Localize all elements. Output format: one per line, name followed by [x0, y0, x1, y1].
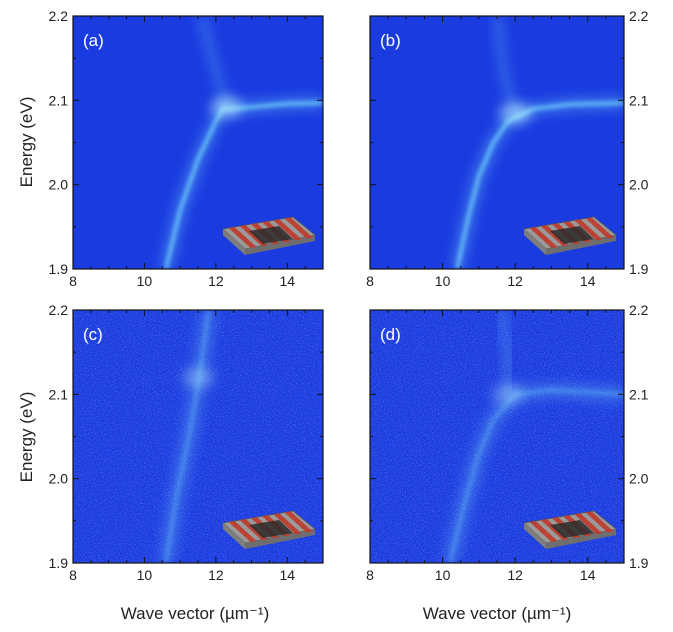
upper-branch	[496, 310, 512, 395]
y-tick-label: 1.9	[629, 261, 649, 277]
y-tick-label: 2.1	[629, 386, 649, 402]
x-tick-label: 10	[137, 273, 153, 289]
x-tick-label: 12	[507, 273, 523, 289]
y-tick-label: 2.0	[49, 471, 69, 487]
y-tick-label: 2.1	[49, 92, 69, 108]
x-tick-label: 8	[366, 273, 374, 289]
mode-line	[455, 101, 624, 269]
x-axis-title-left: Wave vector (µm⁻¹)	[121, 604, 269, 623]
panel-label: (d)	[380, 325, 401, 344]
upper-branch	[197, 16, 231, 109]
x-tick-label: 14	[279, 567, 295, 583]
y-axis-title-bottom: Energy (eV)	[17, 392, 36, 483]
y-tick-label: 2.2	[629, 302, 649, 318]
x-axis-title-right: Wave vector (µm⁻¹)	[423, 604, 571, 623]
x-tick-label: 8	[69, 567, 77, 583]
y-tick-label: 2.0	[49, 177, 69, 193]
y-tick-label: 2.1	[49, 386, 69, 402]
x-tick-label: 12	[208, 567, 224, 583]
sample-inset-icon	[222, 510, 316, 549]
x-tick-label: 14	[580, 567, 596, 583]
x-tick-label: 10	[435, 273, 451, 289]
upper-branch	[493, 16, 519, 115]
mode-line	[164, 310, 211, 563]
plot-area	[73, 16, 323, 269]
panel-label: (b)	[380, 31, 401, 50]
x-tick-label: 10	[435, 567, 451, 583]
x-tick-label: 12	[507, 567, 523, 583]
y-tick-label: 2.0	[629, 177, 649, 193]
y-tick-label: 2.0	[629, 471, 649, 487]
x-tick-label: 10	[137, 567, 153, 583]
bright-spot	[182, 367, 214, 388]
y-tick-label: 1.9	[49, 555, 69, 571]
x-tick-label: 12	[208, 273, 224, 289]
sample-inset-icon	[523, 216, 617, 255]
plot-area	[73, 310, 323, 563]
sample-inset-icon	[523, 510, 617, 549]
bright-spot	[499, 102, 532, 123]
x-tick-label: 14	[279, 273, 295, 289]
y-tick-label: 1.9	[49, 261, 69, 277]
bright-spot	[491, 384, 524, 405]
mode-line	[448, 388, 624, 563]
y-tick-label: 2.1	[629, 92, 649, 108]
panel-a: 8 10 12 14 1.9 2.0 2.1 2.2 (a)	[49, 8, 324, 289]
x-tick-label: 8	[366, 567, 374, 583]
panel-label: (a)	[83, 31, 104, 50]
plot-area	[370, 310, 624, 563]
panel-d: 8 10 12 14 1.9 2.0 2.1 2.2 (d)	[366, 302, 649, 583]
y-axis-title-top: Energy (eV)	[17, 97, 36, 188]
panel-label: (c)	[83, 325, 103, 344]
plot-area	[370, 16, 624, 269]
y-tick-label: 2.2	[49, 8, 69, 24]
y-tick-label: 2.2	[629, 8, 649, 24]
sample-inset-icon	[222, 216, 316, 255]
y-tick-label: 1.9	[629, 555, 649, 571]
x-tick-label: 14	[580, 273, 596, 289]
panel-b: 8 10 12 14 1.9 2.0 2.1 2.2 (b)	[366, 8, 649, 289]
y-tick-label: 2.2	[49, 302, 69, 318]
x-tick-label: 8	[69, 273, 77, 289]
panel-c: 8 10 12 14 1.9 2.0 2.1 2.2 (c)	[49, 302, 324, 583]
bright-spot	[210, 97, 243, 118]
